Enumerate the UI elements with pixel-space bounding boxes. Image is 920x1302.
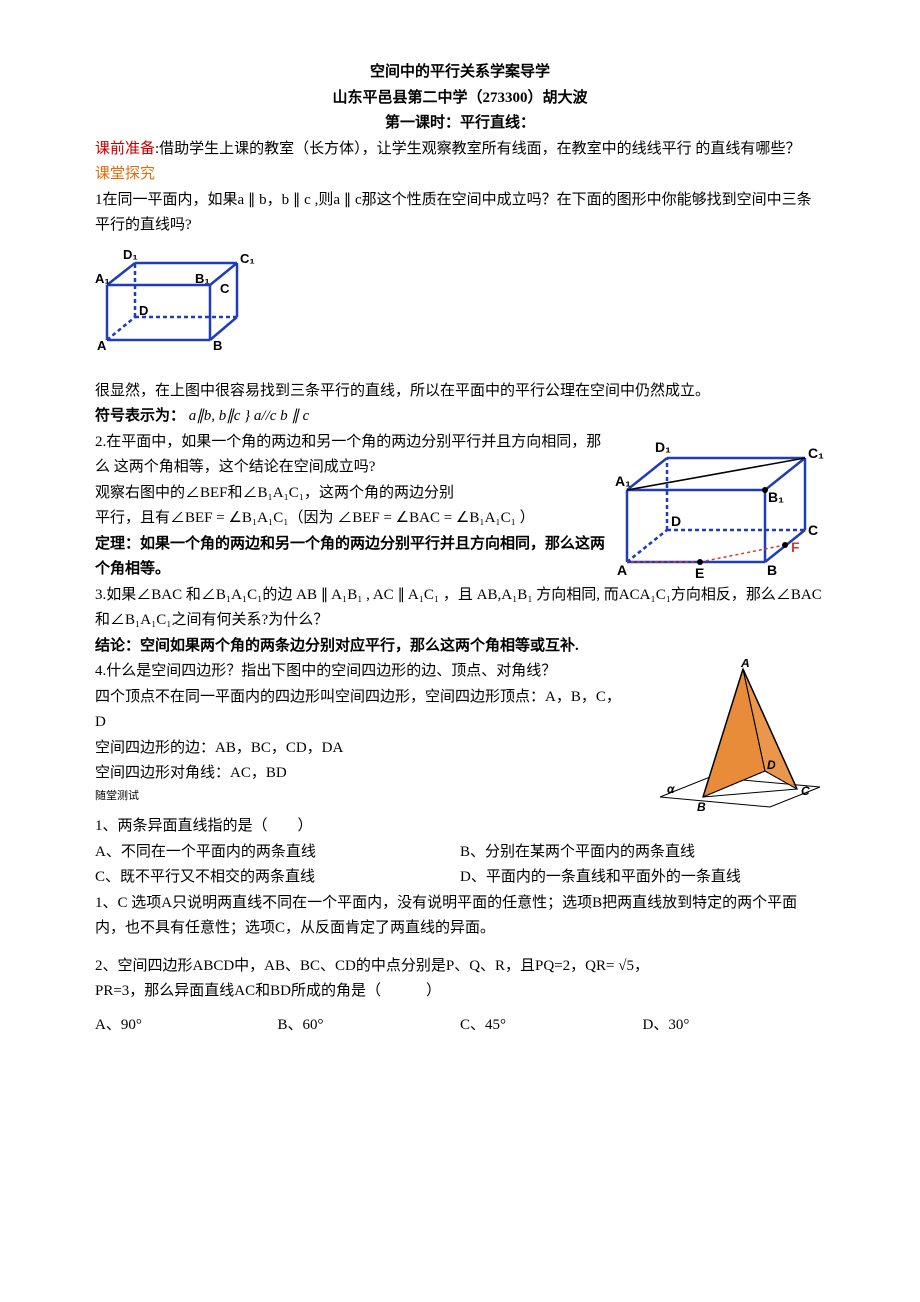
symbol-row: 符号表示为： a∥b, b∥c } a//c b ∥ c — [95, 404, 825, 430]
fig2-label-F: F — [791, 539, 800, 555]
fig3-label-C: C — [801, 784, 810, 798]
q1-conclusion: 很显然，在上图中很容易找到三条平行的直线，所以在平面中的平行公理在空间中仍然成立… — [95, 379, 825, 405]
cuboid-figure-1: A B C D A₁ B₁ C₁ D₁ — [95, 245, 255, 355]
fig3-label-alpha: α — [667, 782, 675, 796]
t2-optC: C、45° — [460, 1013, 643, 1039]
cuboid-figure-2: A B C D A₁ B₁ C₁ D₁ E F — [615, 430, 825, 580]
fig2-label-C: C — [808, 522, 818, 538]
doc-subtitle: 山东平邑县第二中学（273300）胡大波 — [95, 86, 825, 112]
fig3-label-A: A — [740, 659, 750, 670]
t1-optB: B、分别在某两个平面内的两条直线 — [460, 840, 825, 866]
lesson-title: 第一课时：平行直线： — [95, 111, 825, 137]
prep-paragraph: 课前准备:借助学生上课的教室（长方体），让学生观察教室所有线面，在教室中的线线平… — [95, 137, 825, 188]
t1-answer: 1、C 选项A只说明两直线不同在一个平面内，没有说明平面的任意性；选项B把两直线… — [95, 891, 825, 942]
t1-optC: C、既不平行又不相交的两条直线 — [95, 865, 460, 891]
fig2-label-D: D — [671, 513, 681, 529]
symbol-label: 符号表示为： — [95, 408, 185, 424]
fig1-label-C1: C₁ — [240, 251, 255, 266]
symbol-math: a∥b, b∥c } a//c b ∥ c — [189, 408, 310, 424]
fig2-label-A1: A₁ — [615, 473, 631, 489]
fig1-label-D1: D₁ — [123, 247, 138, 262]
fig2-label-B1: B₁ — [768, 489, 784, 505]
doc-title: 空间中的平行关系学案导学 — [95, 60, 825, 86]
prep-text: :借助学生上课的教室（长方体），让学生观察教室所有线面，在教室中的线线平行 的直… — [155, 141, 800, 157]
fig1-label-A1: A₁ — [95, 271, 110, 286]
t1-options-row2: C、既不平行又不相交的两条直线 D、平面内的一条直线和平面外的一条直线 — [95, 865, 825, 891]
t2-optB: B、60° — [278, 1013, 461, 1039]
t2-optA: A、90° — [95, 1013, 278, 1039]
q3-conclusion: 结论：空间如果两个角的两条边分别对应平行，那么这两个角相等或互补. — [95, 634, 825, 660]
section-q4: A B C D α 4.什么是空间四边形？指出下图中的空间四边形的边、顶点、对角… — [95, 659, 825, 805]
fig2-label-D1: D₁ — [655, 439, 671, 455]
fig1-label-A: A — [97, 338, 107, 353]
fig2-label-B: B — [767, 562, 777, 578]
t2-optD: D、30° — [643, 1013, 826, 1039]
q3-text: 3.如果∠BAC 和∠B₁A₁C₁的边 AB ∥ A₁B₁ , AC ∥ A₁C… — [95, 583, 825, 634]
prep-label: 课前准备 — [95, 141, 155, 157]
t1-optD: D、平面内的一条直线和平面外的一条直线 — [460, 865, 825, 891]
q1-text: 1在同一平面内，如果a ∥ b，b ∥ c ,则a ∥ c那这个性质在空间中成立… — [95, 188, 825, 239]
t2-question2: PR=3，那么异面直线AC和BD所成的角是（ ） — [95, 979, 825, 1005]
fig3-label-D: D — [767, 758, 776, 772]
fig2-label-A: A — [617, 562, 627, 578]
t1-question: 1、两条异面直线指的是（ ） — [95, 814, 825, 840]
explore-label: 课堂探究 — [95, 166, 155, 182]
fig1-label-B: B — [213, 338, 222, 353]
t2-options: A、90° B、60° C、45° D、30° — [95, 1013, 825, 1039]
section-q2: A B C D A₁ B₁ C₁ D₁ E F 2.在平面中，如果一个角的两边和… — [95, 430, 825, 583]
fig1-label-C: C — [220, 281, 230, 296]
tetra-figure: A B C D α — [655, 659, 825, 814]
fig2-label-C1: C₁ — [808, 445, 824, 461]
t1-options-row1: A、不同在一个平面内的两条直线 B、分别在某两个平面内的两条直线 — [95, 840, 825, 866]
fig2-label-E: E — [695, 565, 704, 580]
fig3-label-B: B — [697, 800, 706, 814]
t1-optA: A、不同在一个平面内的两条直线 — [95, 840, 460, 866]
fig1-label-B1: B₁ — [195, 271, 210, 286]
t2-question1: 2、空间四边形ABCD中，AB、BC、CD的中点分别是P、Q、R，且PQ=2，Q… — [95, 954, 825, 980]
fig1-label-D: D — [139, 303, 148, 318]
